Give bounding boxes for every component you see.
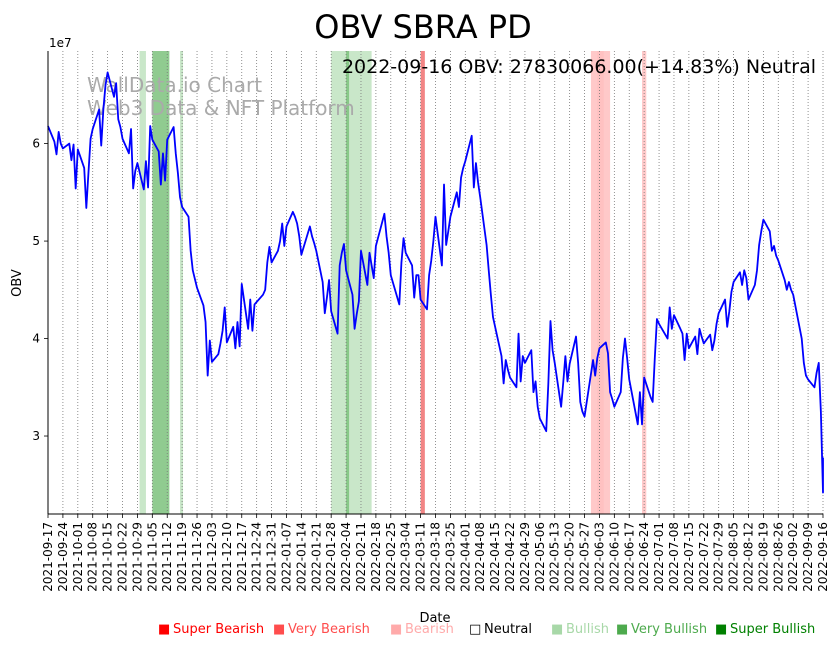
x-tick-label: 2021-09-24 [56, 522, 70, 592]
x-tick-label: 2022-07-08 [667, 522, 681, 592]
x-tick-label: 2022-02-25 [384, 522, 398, 592]
legend: ■ Super Bearish ■ Very Bearish ■ Bearish □ Neut… [158, 622, 815, 637]
x-tick-label: 2022-08-19 [756, 522, 770, 592]
x-tick-label: 2021-12-24 [250, 522, 264, 592]
x-tick-label: 2022-07-15 [682, 522, 696, 592]
x-tick-label: 2022-07-01 [652, 522, 666, 592]
y-tick-labels: 3 4 5 6 [32, 137, 48, 443]
legend-label-6: Super Bullish [730, 622, 815, 637]
x-tick-label: 2022-04-01 [458, 522, 472, 592]
legend-marker-6: ■ [715, 622, 727, 637]
y-axis-label: OBV [10, 269, 25, 297]
signal-band-5 [420, 51, 425, 514]
x-tick-label: 2022-06-03 [592, 522, 606, 592]
x-tick-label: 2021-10-15 [101, 522, 115, 592]
x-tick-label: 2021-11-19 [175, 522, 189, 592]
x-tick-label: 2022-01-28 [324, 522, 338, 592]
x-tick-label: 2022-01-07 [279, 522, 293, 592]
x-tick-label: 2021-10-29 [130, 522, 144, 592]
x-tick-label: 2022-09-02 [786, 522, 800, 592]
legend-label-0: Super Bearish [173, 622, 264, 637]
legend-marker-3: □ [469, 622, 481, 637]
x-tick-label: 2022-07-22 [697, 522, 711, 592]
x-tick-label: 2021-12-10 [220, 522, 234, 592]
signal-band-2 [180, 51, 184, 514]
x-tick-label: 2022-07-29 [712, 522, 726, 592]
obv-line [47, 71, 824, 494]
x-tick-label: 2022-03-25 [443, 522, 457, 592]
y-tick-label: 4 [32, 332, 40, 346]
x-tick-label: 2021-10-08 [86, 522, 100, 592]
x-tick-label: 2021-11-05 [145, 522, 159, 592]
x-tick-label: 2022-09-09 [801, 522, 815, 592]
y-tick-label: 3 [32, 429, 40, 443]
x-tick-label: 2022-04-08 [473, 522, 487, 592]
watermark-line-1: Web3 Data & NFT Platform [87, 96, 355, 120]
legend-marker-0: ■ [158, 622, 170, 637]
x-tick-label: 2022-02-18 [369, 522, 383, 592]
legend-label-5: Very Bullish [631, 622, 707, 637]
x-axis-label: Date [419, 611, 450, 626]
x-tick-label: 2021-10-22 [116, 522, 130, 592]
x-tick-label: 2022-05-27 [578, 522, 592, 592]
x-tick-label: 2022-06-10 [607, 522, 621, 592]
x-tick-label: 2021-09-17 [41, 522, 55, 592]
legend-marker-5: ■ [616, 622, 628, 637]
legend-label-1: Very Bearish [288, 622, 370, 637]
x-tick-label: 2022-03-11 [414, 522, 428, 592]
signal-band-4 [346, 51, 350, 514]
x-tick-label: 2021-10-01 [71, 522, 85, 592]
x-tick-label: 2022-06-24 [637, 522, 651, 592]
signal-band-0 [139, 51, 146, 514]
x-tick-label: 2022-03-18 [429, 522, 443, 592]
y-tick-label: 6 [32, 137, 40, 151]
legend-label-3: Neutral [484, 622, 532, 637]
vertical-gridlines [47, 51, 824, 514]
x-tick-label: 2022-02-04 [339, 522, 353, 592]
y-tick-label: 5 [32, 234, 40, 248]
x-tick-label: 2022-01-14 [294, 522, 308, 592]
x-tick-label: 2022-05-06 [533, 522, 547, 592]
x-tick-label: 2022-05-20 [563, 522, 577, 592]
x-tick-label: 2022-05-13 [548, 522, 562, 592]
x-tick-label: 2022-01-21 [309, 522, 323, 592]
legend-marker-1: ■ [273, 622, 285, 637]
x-tick-label: 2022-06-17 [622, 522, 636, 592]
legend-marker-4: ■ [551, 622, 563, 637]
legend-marker-2: ■ [390, 622, 402, 637]
obv-series [47, 71, 824, 494]
signal-band-1 [152, 51, 170, 514]
obv-annotation: 2022-09-16 OBV: 27830066.00(+14.83%) Neu… [342, 56, 816, 78]
x-tick-label: 2022-09-16 [816, 522, 830, 592]
legend-label-2: Bearish [405, 622, 454, 637]
x-tick-label: 2022-04-15 [488, 522, 502, 592]
x-tick-label: 2021-12-17 [235, 522, 249, 592]
x-tick-label: 2022-08-26 [771, 522, 785, 592]
x-tick-label: 2022-03-04 [399, 522, 413, 592]
x-tick-label: 2021-12-03 [205, 522, 219, 592]
x-tick-label: 2021-11-12 [160, 522, 174, 592]
legend-label-4: Bullish [566, 622, 609, 637]
chart-title: OBV SBRA PD [314, 8, 531, 46]
signal-band-7 [597, 51, 604, 514]
x-tick-label: 2022-04-22 [503, 522, 517, 592]
x-tick-label: 2021-12-31 [265, 522, 279, 592]
x-tick-labels: 2021-09-17 2021-09-24 2021-10-01 2021-10-08… [41, 514, 830, 592]
x-tick-label: 2022-04-29 [518, 522, 532, 592]
x-tick-label: 2022-02-11 [354, 522, 368, 592]
y-exponent-label: 1e7 [49, 36, 72, 50]
x-tick-label: 2022-08-05 [727, 522, 741, 592]
x-tick-label: 2022-08-12 [741, 522, 755, 592]
signal-band-3 [331, 51, 372, 514]
x-tick-label: 2021-11-26 [190, 522, 204, 592]
